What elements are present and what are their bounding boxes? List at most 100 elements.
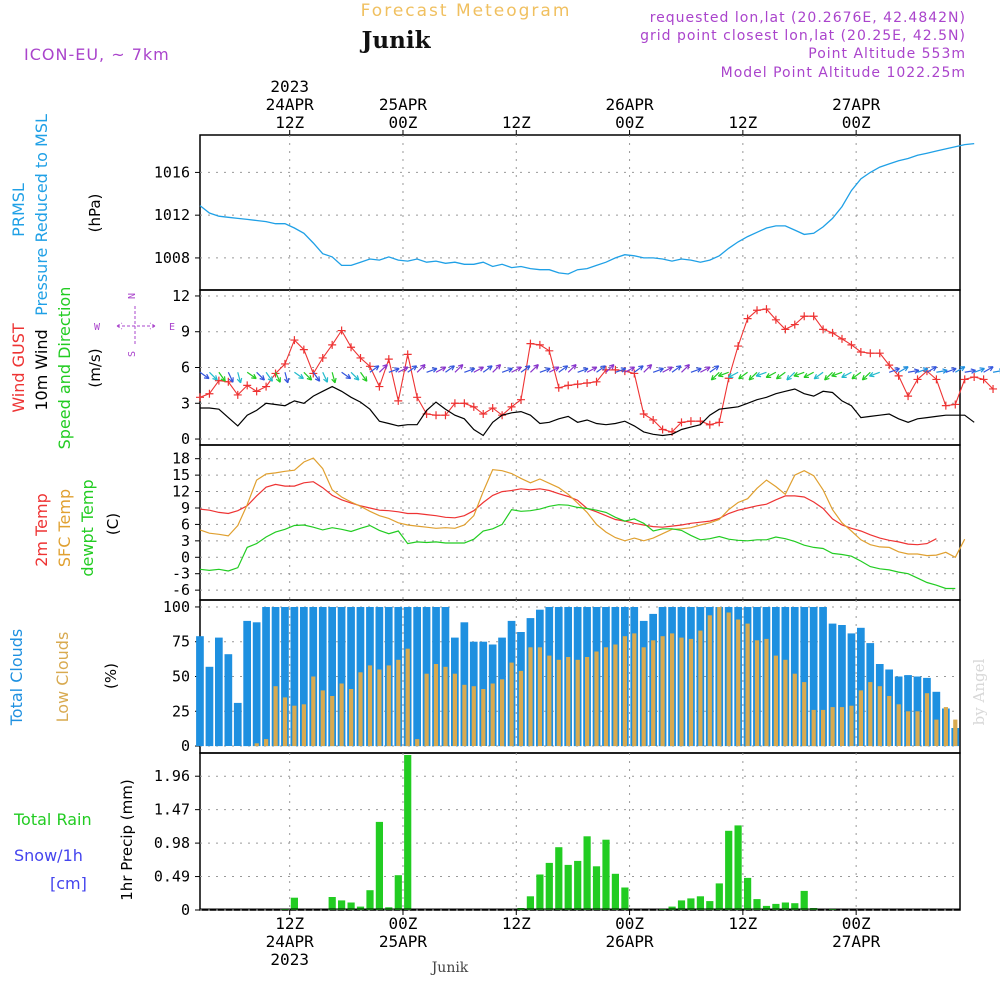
wind-arrow-head [638,365,644,371]
rain-bar [791,903,799,910]
total-cloud-bar [318,607,327,747]
wind-direction-arrow [776,371,786,380]
gust-marker [309,369,318,378]
gust-marker [299,345,308,354]
low-cloud-bar [622,636,627,747]
gust-marker [866,349,875,358]
wind-arrow-head [554,366,560,372]
low-cloud-bar [849,705,854,746]
low-cloud-bar [821,709,826,747]
rain-bar [394,875,402,910]
wind-arrow-head [314,376,321,382]
wind-arrow-head [922,367,929,373]
low-cloud-bar [754,640,760,746]
wind-arrow-head [353,375,360,381]
wind-arrow-head [267,376,273,382]
low-cloud-bar [556,659,561,746]
ytick-label: 3 [181,394,190,412]
rain-bar [734,825,742,910]
low-cloud-bar [698,630,703,746]
wind-direction-arrow [728,371,739,378]
wind-arrow-head [533,364,539,370]
low-cloud-bar [386,665,391,747]
wind-arrow-head [710,374,717,381]
rain-bar [347,902,355,910]
wind-direction-arrow [549,366,560,373]
wind-arrow-head [431,367,438,373]
wind-arrow-head [228,377,234,383]
total-cloud-bar [932,691,941,746]
gust-marker [196,393,204,402]
rain-bar [290,897,298,910]
gust-marker [762,305,771,314]
low-cloud-bar [349,689,354,746]
wind-direction-arrow [312,371,321,382]
gust-marker [432,411,441,420]
wind-direction-arrow [793,371,805,377]
ytick-label: 0 [181,901,190,919]
gust-marker [979,375,988,384]
ytick-label: 25 [172,702,190,720]
wind-direction-arrow [426,367,438,373]
low-cloud-bar [301,704,306,746]
rain-bar [753,899,761,910]
wind-direction-arrow [898,366,909,373]
wind-arrow-head [362,376,368,382]
wind-arrow-head [345,373,352,380]
wind-arrow-head [275,377,281,383]
wind-arrow-head [331,377,337,384]
low-cloud-bar [358,672,363,746]
wind-direction-arrow [558,365,569,373]
wind-direction-arrow [992,370,1000,373]
ytick-label: 1.47 [154,801,190,819]
wind-direction-arrow [464,367,475,373]
wind-line [200,385,975,437]
top-time-label: 12Z [728,113,757,132]
wind-direction-arrow [748,371,758,381]
point-altitude: Point Altitude 553m [808,46,966,62]
total-cloud-bar [233,702,242,746]
wind-arrow-head [696,367,702,373]
wind-arrow-head [629,366,636,372]
low-cloud-bar [585,657,590,746]
wind-arrow-head [951,367,957,373]
low-cloud-bar [943,707,948,746]
rain-bar [715,883,723,910]
wind-arrow-head [765,372,772,379]
gust-marker [224,377,233,386]
gust-marker [375,382,384,391]
wind-direction-arrow [274,372,281,383]
wind-arrow-head [251,373,257,380]
wind-direction-arrow [530,364,539,373]
ytick-label: -3 [172,565,190,583]
rain-bar [592,866,601,910]
wind-arrow-head [495,364,502,370]
precip-legend-unit: [cm] [50,874,87,893]
ytick-label: 9 [181,499,190,517]
rain-bar [829,909,837,910]
low-cloud-bar [924,693,930,747]
gust-marker [932,375,941,384]
total-cloud-bar [252,622,261,747]
low-cloud-bar [717,607,722,747]
gust-marker [734,342,743,351]
panel-pressure: 1008 1012 1016 [154,134,961,291]
rain-bar [772,903,780,910]
low-cloud-bar [575,659,580,746]
low-cloud-bar [490,683,495,747]
wind-arrow-head [323,377,329,383]
low-cloud-bar [613,644,618,746]
low-cloud-bar [764,638,769,746]
compass-n: N [127,293,138,299]
wind-arrow-head [803,372,809,379]
wind-direction-arrow [209,371,218,381]
wind-arrow-head [545,367,551,373]
ytick-label: 9 [181,323,190,341]
wind-arrow-head [717,371,724,378]
rain-bar [366,890,374,910]
gust-marker [507,402,516,411]
gust-marker [960,375,969,384]
wind-direction-arrow [596,365,606,373]
total-cloud-bar [904,675,912,746]
ytick-label: 12 [172,287,190,305]
